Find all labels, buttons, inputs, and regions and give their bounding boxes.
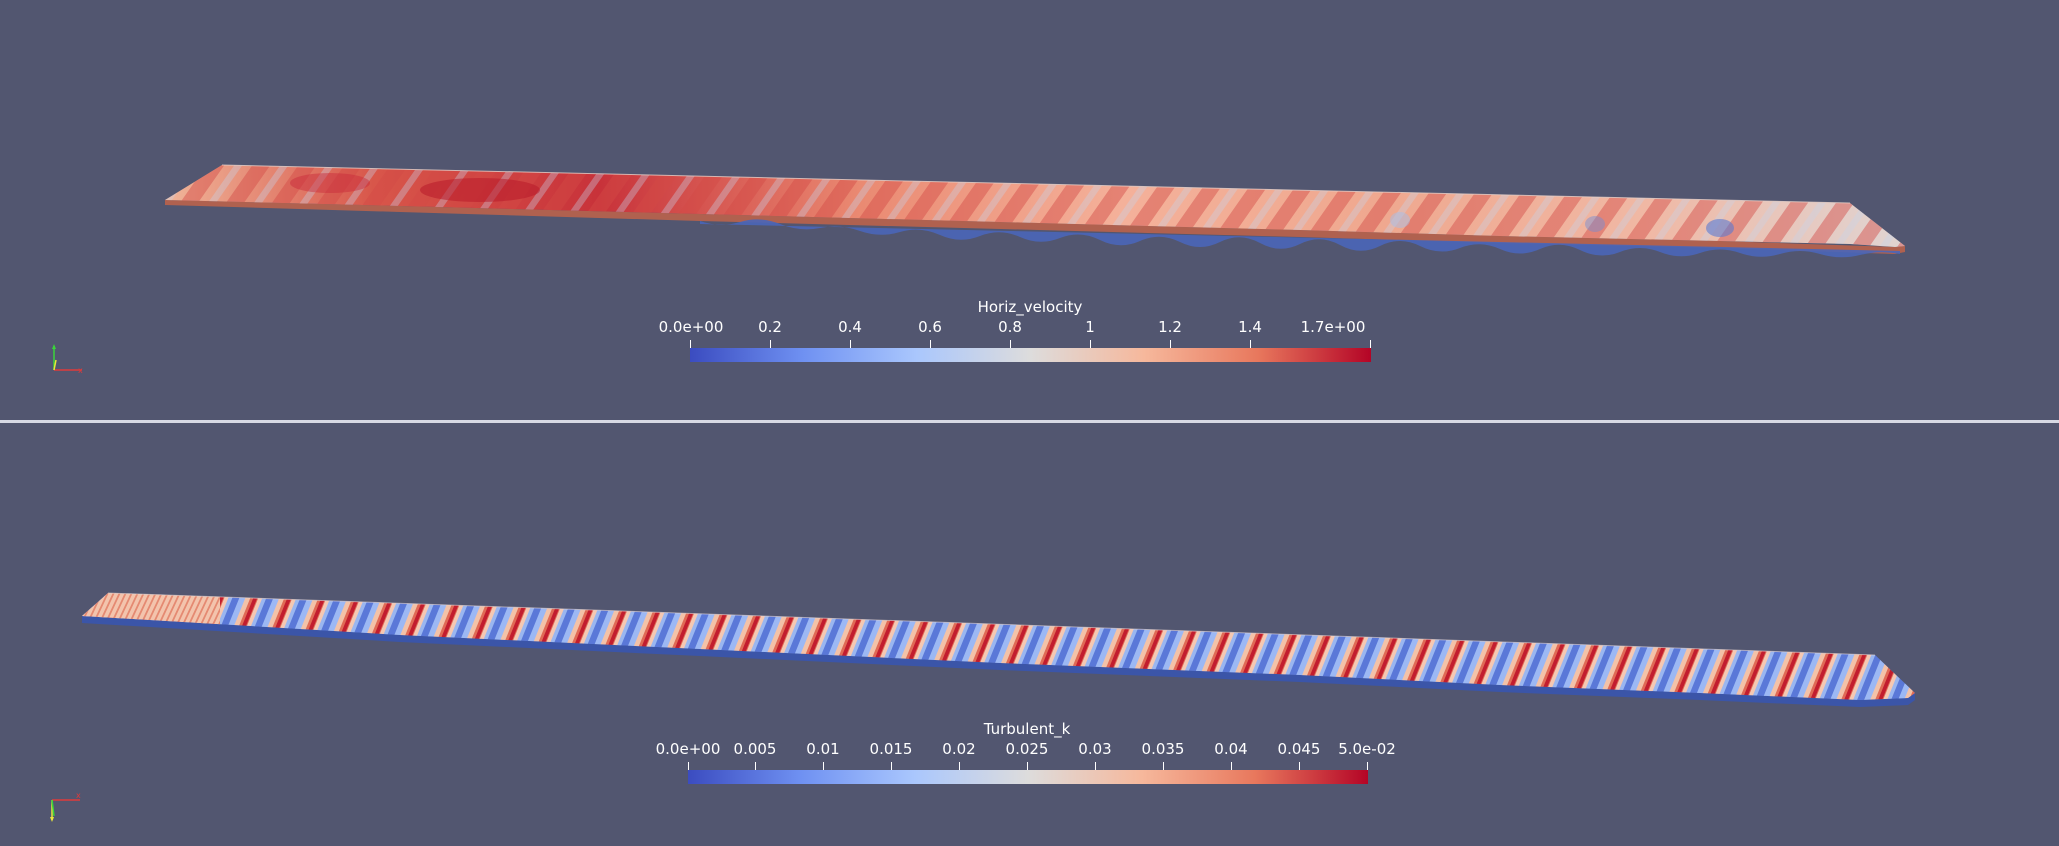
tick-mark [1163,762,1164,773]
orientation-axes-icon: x [50,791,81,822]
tick-label: 1.2 [1158,318,1182,336]
view-splitter[interactable] [0,420,2059,423]
tick-label: 1 [1085,318,1095,336]
orientation-axes-icon: x [52,344,83,375]
velocity-surface-render[interactable] [0,0,2059,420]
tick-label: 0.04 [1214,740,1248,758]
tick-mark [1370,340,1371,351]
tick-mark [688,762,689,773]
tick-mark [850,340,851,351]
tick-mark [1027,762,1028,773]
tick-label: 1.7e+00 [1300,318,1366,336]
tick-label: 0.02 [942,740,976,758]
color-gradient-bar [688,770,1368,784]
tick-label: 5.0e-02 [1338,740,1396,758]
scalar-bar-title: Turbulent_k [983,720,1071,738]
axis-x-label: x [78,366,83,375]
tick-label: 0.8 [998,318,1022,336]
scalar-bar-title: Horiz_velocity [977,298,1083,316]
tick-mark [823,762,824,773]
horiz-velocity-scalar-bar[interactable]: Horiz_velocity 0.0e+00 0.2 0.4 0.6 0.8 1… [600,298,1500,368]
turbulent-k-scalar-bar[interactable]: Turbulent_k 0.0e+00 0.005 0.01 0.015 0.0… [600,720,1500,790]
axis-x-label: x [76,791,81,800]
tick-label: 0.0e+00 [655,740,721,758]
tick-label: 1.4 [1238,318,1262,336]
tick-label: 0.2 [758,318,782,336]
tick-label: 0.0e+00 [658,318,724,336]
render-view-bottom[interactable]: Turbulent_k 0.0e+00 0.005 0.01 0.015 0.0… [0,423,2059,846]
tick-mark [1299,762,1300,773]
color-gradient-bar [690,348,1371,362]
tick-label: 0.4 [838,318,862,336]
tick-label: 0.6 [918,318,942,336]
tick-label: 0.005 [733,740,777,758]
tick-label: 0.025 [1005,740,1049,758]
tick-label: 0.015 [869,740,913,758]
tick-mark [1090,340,1091,351]
tick-label: 0.045 [1277,740,1321,758]
tick-mark [770,340,771,351]
tick-mark [1095,762,1096,773]
tick-label: 0.03 [1078,740,1112,758]
turbulent-k-surface-render[interactable] [0,423,2059,846]
tick-mark [959,762,960,773]
tick-mark [1250,340,1251,351]
tick-label: 0.01 [806,740,840,758]
tick-mark [755,762,756,773]
tick-mark [690,340,691,351]
tick-mark [930,340,931,351]
tick-mark [891,762,892,773]
tick-mark [1010,340,1011,351]
render-view-top[interactable]: Horiz_velocity 0.0e+00 0.2 0.4 0.6 0.8 1… [0,0,2059,420]
tick-mark [1367,762,1368,773]
tick-mark [1170,340,1171,351]
tick-mark [1231,762,1232,773]
tick-label: 0.035 [1141,740,1185,758]
